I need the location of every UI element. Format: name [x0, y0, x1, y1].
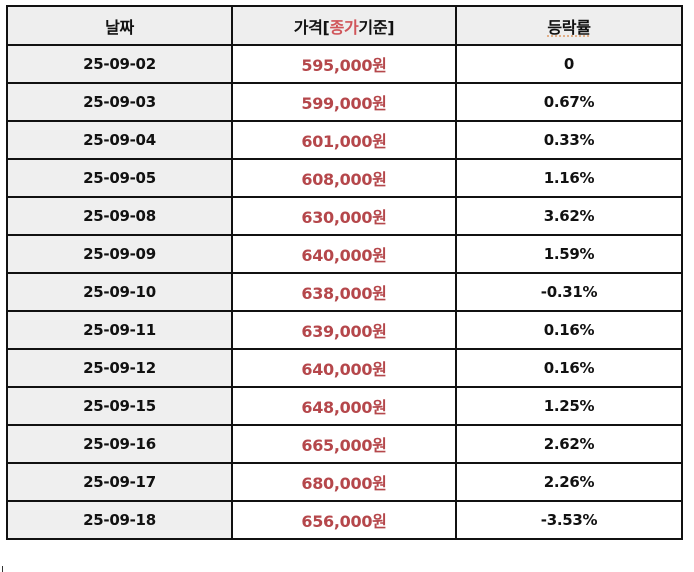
- rate-cell: 0.16%: [455, 310, 683, 350]
- price-cell: 601,000원: [231, 120, 457, 160]
- header-price-accent: 종가: [329, 17, 359, 37]
- date-cell: 25-09-17: [6, 462, 233, 502]
- date-cell: 25-09-15: [6, 386, 233, 426]
- price-cell: 608,000원: [231, 158, 457, 198]
- date-cell: 25-09-12: [6, 348, 233, 388]
- table-header-row: 날짜 가격[종가기준] 등락률: [6, 5, 683, 46]
- price-cell: 665,000원: [231, 424, 457, 464]
- table-row: 25-09-02 595,000원 0: [6, 44, 683, 84]
- table-row: 25-09-12 640,000원 0.16%: [6, 348, 683, 388]
- table-row: 25-09-18 656,000원 -3.53%: [6, 500, 683, 540]
- price-cell: 648,000원: [231, 386, 457, 426]
- rate-cell: 2.26%: [455, 462, 683, 502]
- table-body: 25-09-02 595,000원 0 25-09-03 599,000원 0.…: [6, 44, 683, 540]
- date-cell: 25-09-10: [6, 272, 233, 312]
- price-cell: 680,000원: [231, 462, 457, 502]
- date-cell: 25-09-18: [6, 500, 233, 540]
- table-row: 25-09-03 599,000원 0.67%: [6, 82, 683, 122]
- table-row: 25-09-10 638,000원 -0.31%: [6, 272, 683, 312]
- header-rate: 등락률: [455, 5, 683, 46]
- date-cell: 25-09-02: [6, 44, 233, 84]
- date-cell: 25-09-09: [6, 234, 233, 274]
- header-rate-label: 등락률: [547, 17, 591, 37]
- table-row: 25-09-05 608,000원 1.16%: [6, 158, 683, 198]
- header-price-suffix: 기준]: [358, 17, 395, 37]
- price-cell: 640,000원: [231, 348, 457, 388]
- price-cell: 595,000원: [231, 44, 457, 84]
- table-row: 25-09-16 665,000원 2.62%: [6, 424, 683, 464]
- rate-cell: 2.62%: [455, 424, 683, 464]
- table-row: 25-09-17 680,000원 2.26%: [6, 462, 683, 502]
- date-cell: 25-09-05: [6, 158, 233, 198]
- rate-cell: 3.62%: [455, 196, 683, 236]
- rate-cell: 0.33%: [455, 120, 683, 160]
- text-cursor-mark: [2, 566, 3, 572]
- stock-price-table: 날짜 가격[종가기준] 등락률 25-09-02 595,000원 0 25-0…: [6, 5, 683, 540]
- header-price: 가격[종가기준]: [231, 5, 457, 46]
- header-date: 날짜: [6, 5, 233, 46]
- table-row: 25-09-09 640,000원 1.59%: [6, 234, 683, 274]
- table-row: 25-09-04 601,000원 0.33%: [6, 120, 683, 160]
- rate-cell: 0.67%: [455, 82, 683, 122]
- rate-cell: 0.16%: [455, 348, 683, 388]
- date-cell: 25-09-08: [6, 196, 233, 236]
- date-cell: 25-09-03: [6, 82, 233, 122]
- table-row: 25-09-08 630,000원 3.62%: [6, 196, 683, 236]
- rate-cell: 1.59%: [455, 234, 683, 274]
- table-row: 25-09-11 639,000원 0.16%: [6, 310, 683, 350]
- header-price-prefix: 가격[: [293, 17, 330, 37]
- price-cell: 639,000원: [231, 310, 457, 350]
- price-cell: 640,000원: [231, 234, 457, 274]
- price-cell: 656,000원: [231, 500, 457, 540]
- rate-cell: -3.53%: [455, 500, 683, 540]
- rate-cell: 0: [455, 44, 683, 84]
- price-cell: 638,000원: [231, 272, 457, 312]
- date-cell: 25-09-04: [6, 120, 233, 160]
- date-cell: 25-09-16: [6, 424, 233, 464]
- date-cell: 25-09-11: [6, 310, 233, 350]
- rate-cell: -0.31%: [455, 272, 683, 312]
- table-row: 25-09-15 648,000원 1.25%: [6, 386, 683, 426]
- price-cell: 599,000원: [231, 82, 457, 122]
- rate-cell: 1.16%: [455, 158, 683, 198]
- rate-cell: 1.25%: [455, 386, 683, 426]
- price-cell: 630,000원: [231, 196, 457, 236]
